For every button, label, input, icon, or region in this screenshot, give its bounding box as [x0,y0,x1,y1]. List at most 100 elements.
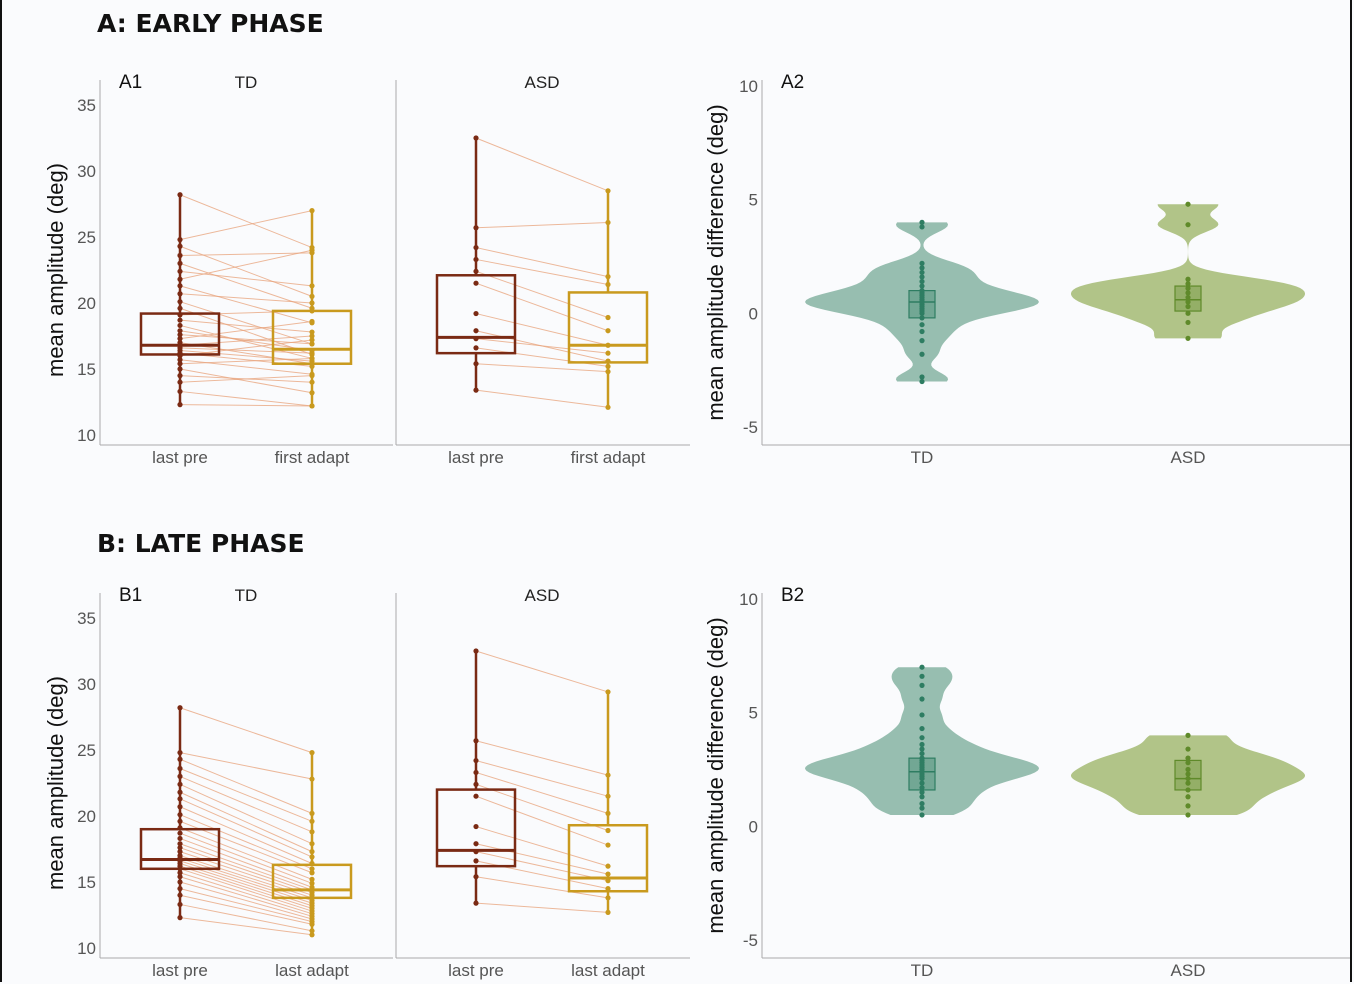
x-tick-label: last pre [448,961,504,980]
paired-line [475,363,609,373]
y-axis-title: mean amplitude difference (deg) [703,104,728,420]
data-point [309,403,315,409]
data-point [605,863,611,869]
paired-line [179,249,313,280]
data-point [309,921,315,927]
data-point [177,305,183,311]
x-tick-label: last adapt [275,961,349,980]
paired-line [179,868,313,912]
y-tick-label: 10 [77,426,96,445]
y-tick-label: 0 [749,817,758,836]
paired-line [179,404,313,407]
box-iqr [567,823,649,893]
data-point [473,900,479,906]
x-tick-label: TD [911,961,934,980]
data-point [177,317,183,323]
paired-line [179,270,313,287]
data-point [1185,775,1191,782]
data-point [177,402,183,408]
data-point [177,379,183,385]
data-point [309,818,315,824]
paired-line [179,375,313,383]
data-point [309,870,315,876]
data-point [605,274,611,280]
data-point [177,901,183,908]
data-point [919,735,925,741]
data-point [177,336,183,342]
data-point [605,328,611,334]
data-point [177,866,183,872]
paired-line [179,301,313,345]
x-tick-label: ASD [1171,448,1206,467]
data-point [1185,803,1191,809]
data-point [1185,303,1191,310]
y-tick-label: 25 [77,741,96,760]
data-point [309,928,315,934]
data-point [919,265,925,271]
data-point [919,746,925,752]
paired-line [179,791,313,853]
data-point [177,915,183,921]
panel-label: B2 [781,585,804,606]
data-point [1185,201,1191,207]
data-point [473,769,479,776]
paired-line [475,650,609,693]
data-point [1185,760,1191,766]
paired-line [179,917,313,936]
violin-shape [805,667,1039,815]
paired-line [179,368,313,394]
data-point [605,363,611,369]
section-title-late: B: LATE PHASE [97,529,305,558]
y-tick-label: 10 [739,77,758,96]
data-point [309,308,315,314]
data-point [177,781,183,787]
data-point [177,789,183,795]
data-point [177,765,183,772]
data-point [473,135,479,141]
data-point [177,353,183,359]
data-point [309,860,315,867]
data-point [177,332,183,338]
paired-line [179,707,313,754]
data-point [309,363,315,369]
paired-line [179,262,313,309]
data-point [473,345,479,351]
data-point [605,886,611,892]
data-point [177,804,183,810]
paired-line [475,338,609,354]
paired-line [475,389,609,408]
paired-line [475,137,609,192]
paired-line [475,771,609,814]
data-point [309,341,315,347]
paired-line [179,798,313,858]
data-point [605,827,611,834]
data-point [177,874,183,880]
paired-line [179,752,313,780]
data-point [1185,812,1191,818]
y-tick-label: -5 [743,418,758,437]
data-point [177,252,183,259]
paired-line [179,903,313,932]
data-point [1185,794,1191,800]
data-point [605,871,611,877]
paired-line [179,194,313,249]
data-point [177,291,183,297]
x-tick-label: last pre [448,448,504,467]
y-tick-label: 10 [77,939,96,958]
data-point [177,750,183,756]
data-point [1185,771,1191,777]
panel-b1-chart: B1 mean amplitude (deg) 10 15 20 25 30 35 TD last… [43,585,690,980]
data-point [919,274,925,280]
data-point [177,830,183,836]
data-point [473,225,479,231]
data-point [919,664,925,670]
paired-line [475,282,609,332]
paired-line [475,876,609,899]
data-point [473,648,479,654]
data-point [177,312,183,318]
paired-line [179,888,313,923]
paired-line [179,357,313,365]
paired-line [179,210,313,241]
paired-line [475,826,609,867]
data-point [605,810,611,816]
